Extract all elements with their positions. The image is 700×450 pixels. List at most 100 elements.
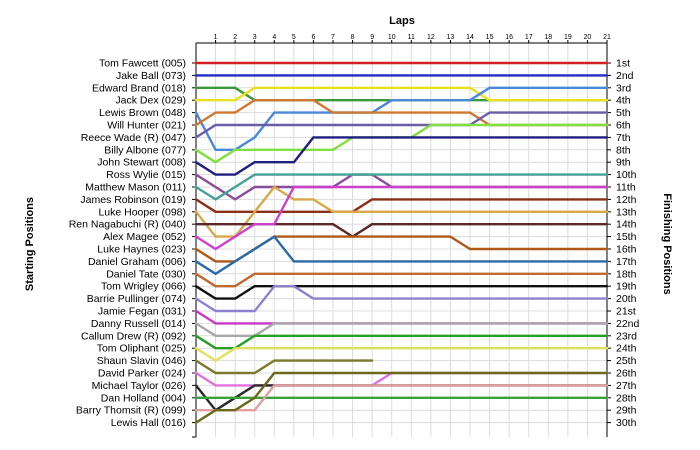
driver-label: Barry Thomsit (R) (099) (76, 405, 186, 417)
driver-label: Jack Dex (029) (115, 95, 186, 107)
driver-label: Edward Brand (018) (92, 82, 186, 94)
driver-label: Daniel Tate (030) (106, 268, 186, 280)
driver-label: Will Hunter (021) (107, 120, 186, 132)
lap-tick-label: 13 (447, 34, 455, 41)
driver-label: Luke Haynes (023) (97, 244, 186, 256)
driver-label: Tom Fawcett (005) (99, 58, 186, 70)
finishing-position-label: 10th (616, 169, 637, 181)
lap-tick-label: 15 (486, 34, 494, 41)
driver-label: Tom Oliphant (025) (97, 343, 186, 355)
finishing-position-label: 12th (616, 194, 637, 206)
finishing-position-label: 7th (616, 132, 631, 144)
finishing-position-label: 29th (616, 405, 637, 417)
series-line (194, 198, 609, 214)
series-line (194, 173, 609, 201)
driver-label: Billy Albone (077) (104, 144, 186, 156)
driver-label: Barrie Pullinger (074) (87, 293, 186, 305)
finishing-position-label: 17th (616, 256, 637, 268)
series-line (194, 334, 609, 350)
lap-tick-label: 5 (292, 34, 296, 41)
grid (195, 43, 608, 437)
lap-tick-label: 2 (233, 34, 237, 41)
lap-tick-label: 9 (370, 34, 374, 41)
finishing-position-label: 30th (616, 417, 637, 429)
finishing-position-label: 4th (616, 95, 631, 107)
finishing-position-label: 8th (616, 144, 631, 156)
driver-label: Michael Taylor (026) (92, 380, 186, 392)
finishing-position-label: 3rd (616, 82, 631, 94)
series-line (194, 371, 609, 424)
series-line (194, 86, 609, 152)
finishing-position-label: 19th (616, 281, 637, 293)
series-line (194, 347, 609, 362)
series-line (194, 235, 609, 275)
finishing-position-label: 1st (616, 58, 630, 70)
lap-tick-label: 20 (584, 34, 592, 41)
driver-label: Callum Drew (R) (092) (81, 330, 186, 342)
series-line (194, 322, 609, 337)
lap-tick-label: 10 (388, 34, 396, 41)
driver-label: Tom Wrigley (066) (101, 281, 186, 293)
driver-label: John Stewart (008) (97, 157, 186, 169)
finishing-position-label: 6th (616, 120, 631, 132)
series-line (194, 359, 374, 375)
driver-label: Luke Hooper (098) (98, 206, 186, 218)
finishing-position-label: 2nd (616, 70, 634, 82)
driver-label: Dan Holland (004) (101, 392, 186, 404)
driver-label: Jake Ball (073) (116, 70, 186, 82)
lap-tick-label: 17 (525, 34, 533, 41)
finishing-position-label: 26th (616, 368, 637, 380)
series-line (194, 123, 609, 164)
driver-label: Matthew Mason (011) (85, 182, 186, 194)
driver-label: Ren Nagabuchi (R) (040) (69, 219, 186, 231)
finishing-position-label: 25th (616, 355, 637, 367)
chart-title: Laps (389, 15, 415, 27)
driver-label: James Robinson (019) (80, 194, 186, 206)
y-axis-title-left: Starting Positions (24, 197, 36, 291)
series-line (194, 136, 609, 176)
driver-label: Danny Russell (014) (91, 318, 186, 330)
driver-label: Shaun Slavin (046) (97, 355, 186, 367)
lap-tick-label: 11 (408, 34, 415, 41)
lap-tick-label: 14 (466, 34, 474, 41)
series-lines (194, 61, 609, 424)
lap-tick-label: 12 (427, 34, 435, 41)
driver-label: Daniel Graham (006) (88, 256, 186, 268)
series-line (194, 86, 609, 102)
driver-label: Lewis Hall (016) (111, 417, 186, 429)
series-line (194, 222, 609, 238)
lap-tick-label: 4 (272, 34, 276, 41)
finishing-position-label: 13th (616, 206, 637, 218)
y-axis-title-right: Finishing Positions (661, 193, 673, 294)
finishing-position-label: 5th (616, 107, 631, 119)
series-line (194, 111, 609, 139)
series-line (194, 384, 609, 412)
finishing-position-label: 18th (616, 268, 637, 280)
lap-tick-label: 19 (564, 34, 572, 41)
driver-label: Ross Wylie (015) (106, 169, 186, 181)
series-line (194, 285, 609, 300)
series-line (194, 272, 609, 288)
finishing-position-label: 22nd (616, 318, 640, 330)
driver-label: Reece Wade (R) (047) (81, 132, 186, 144)
lap-tick-label: 6 (311, 34, 315, 41)
series-line (194, 285, 609, 313)
finishing-position-label: 20th (616, 293, 637, 305)
finishing-position-label: 28th (616, 392, 637, 404)
finishing-position-label: 15th (616, 231, 637, 243)
series-line (194, 309, 609, 325)
lap-tick-label: 8 (351, 34, 355, 41)
axes (192, 40, 611, 438)
driver-label: Jamie Fegan (031) (98, 306, 186, 318)
finishing-position-label: 14th (616, 219, 637, 231)
series-line (194, 185, 609, 251)
lap-tick-label: 18 (544, 34, 552, 41)
finishing-position-label: 11th (616, 182, 636, 194)
finishing-position-label: 24th (616, 343, 637, 355)
driver-label: Alex Magee (052) (103, 231, 186, 243)
finishing-position-label: 16th (616, 244, 637, 256)
lap-tick-label: 7 (331, 34, 335, 41)
lap-tick-label: 16 (505, 34, 513, 41)
lap-tick-label: 1 (214, 34, 218, 41)
